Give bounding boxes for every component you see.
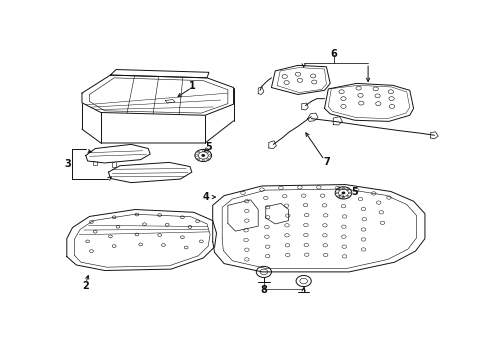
Text: 1: 1 — [188, 81, 195, 91]
Circle shape — [201, 154, 205, 157]
Text: 3: 3 — [64, 159, 71, 169]
Text: 8: 8 — [260, 285, 267, 296]
Text: 5: 5 — [205, 142, 212, 152]
Text: 4: 4 — [202, 192, 209, 202]
Text: 2: 2 — [82, 281, 89, 291]
Circle shape — [341, 192, 345, 194]
Text: 7: 7 — [323, 157, 329, 167]
Text: 6: 6 — [330, 49, 337, 59]
Text: 5: 5 — [350, 187, 357, 197]
